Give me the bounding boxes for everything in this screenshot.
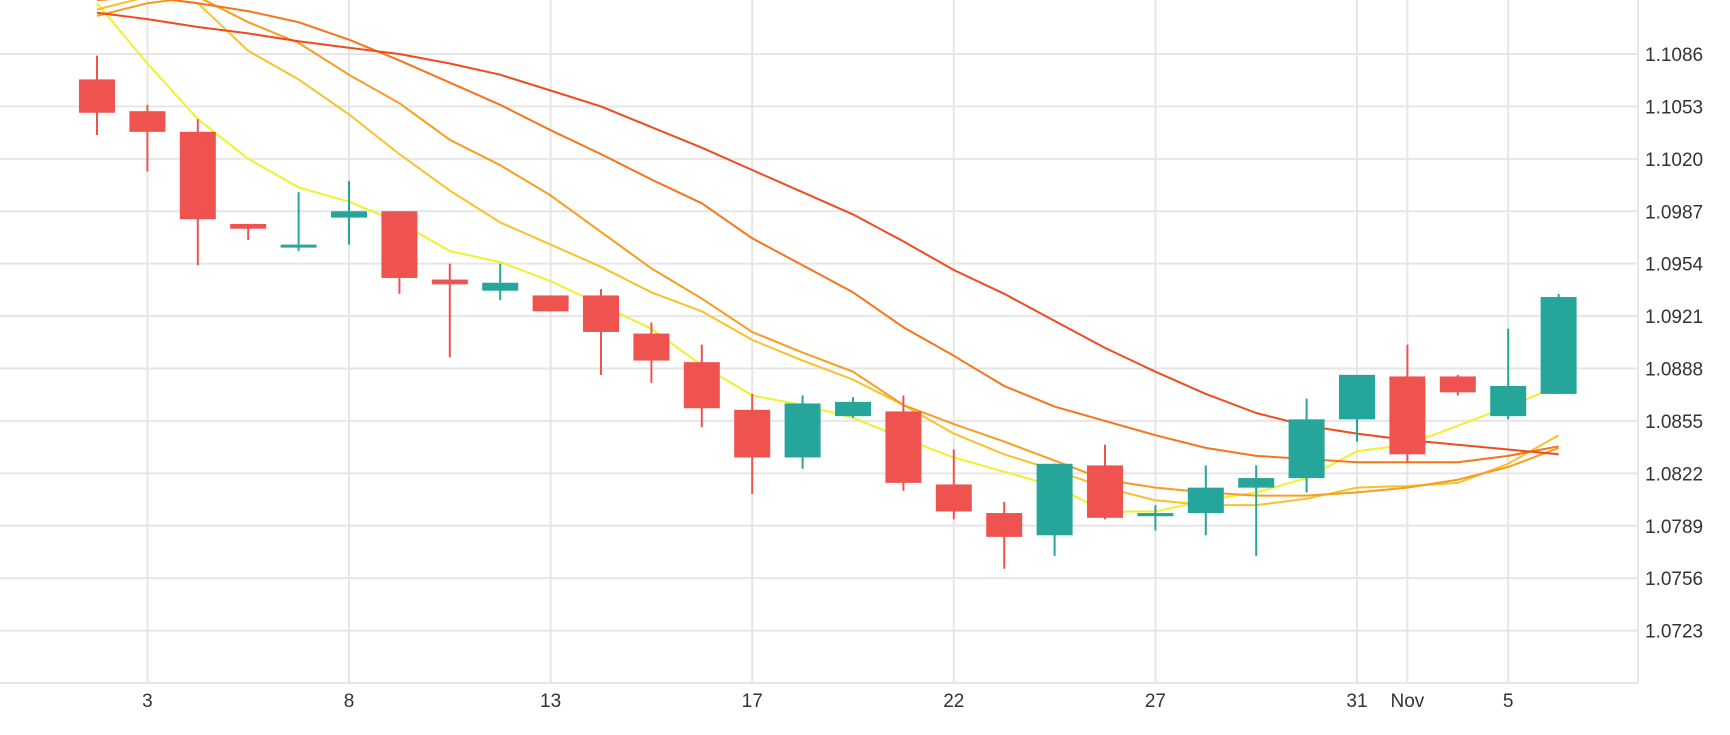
y-tick-label: 1.0789 (1645, 517, 1703, 538)
y-tick-label: 1.0723 (1645, 622, 1703, 643)
candle-body-down (532, 295, 569, 312)
y-tick-label: 1.0921 (1645, 307, 1703, 328)
candle-body-down (583, 295, 619, 332)
y-tick-label: 1.1086 (1645, 45, 1703, 66)
candle-body-up (482, 282, 519, 291)
candle-body-down (230, 223, 267, 229)
candle-body-down (986, 513, 1023, 537)
candle-body-up (1238, 478, 1275, 488)
candle-body-down (683, 362, 720, 409)
y-tick-label: 1.0855 (1645, 412, 1703, 433)
candle-body-down (885, 411, 922, 483)
y-tick-label: 1.0822 (1645, 464, 1703, 485)
y-tick-label: 1.0888 (1645, 360, 1703, 381)
candle-body-down (1389, 376, 1426, 455)
x-tick-label: 22 (943, 691, 964, 712)
candle-body-down (1087, 465, 1123, 518)
x-tick-label: 13 (540, 691, 561, 712)
x-tick-label: Nov (1391, 691, 1425, 712)
candle-body-down (79, 79, 115, 113)
x-axis-labels: 3 8 13 17 22 27 31 Nov 5 (142, 691, 1513, 712)
moving-average-lines (96, 0, 1560, 513)
candle-body-down (633, 333, 670, 361)
y-tick-label: 1.0987 (1645, 202, 1703, 223)
candle-body-up (1036, 463, 1073, 536)
grid-layer (0, 0, 1638, 683)
candle-body-up (1540, 297, 1577, 394)
candle-body-down (1439, 376, 1476, 393)
y-tick-label: 1.1053 (1645, 97, 1703, 118)
ma-line-1 (96, 2, 1559, 513)
x-tick-label: 8 (344, 691, 355, 712)
candle-body-down (734, 409, 771, 458)
y-tick-label: 1.0954 (1645, 255, 1704, 276)
y-tick-label: 1.0756 (1645, 569, 1703, 590)
candle-body-down (129, 111, 166, 132)
candle-body-up (331, 211, 367, 218)
candle-body-down (935, 484, 972, 512)
axis-layer (0, 0, 1639, 684)
ma-line-2 (96, 0, 1560, 507)
y-tick-label: 1.1020 (1645, 150, 1703, 171)
candle-body-up (1187, 487, 1224, 514)
ma-line-3 (96, 0, 1559, 497)
candle-body-down (381, 211, 418, 278)
candle-body-down (179, 131, 216, 220)
candle-body-up (1137, 513, 1174, 517)
candle-body-up (1490, 385, 1527, 417)
candle-body-up (784, 403, 821, 458)
x-tick-label: 31 (1346, 691, 1367, 712)
candle-body-up (1339, 374, 1375, 420)
x-tick-label: 5 (1503, 691, 1514, 712)
x-tick-label: 3 (142, 691, 153, 712)
x-tick-label: 17 (742, 691, 763, 712)
candle-body-down (431, 279, 468, 285)
candle-body-up (280, 244, 317, 248)
y-axis-labels: 1.1086 1.1053 1.1020 1.0987 1.0954 1.0921 1.08… (1645, 45, 1704, 643)
candle-body-up (1288, 419, 1325, 479)
x-tick-label: 27 (1145, 691, 1166, 712)
candles (79, 55, 1577, 569)
candle-body-up (835, 401, 871, 417)
